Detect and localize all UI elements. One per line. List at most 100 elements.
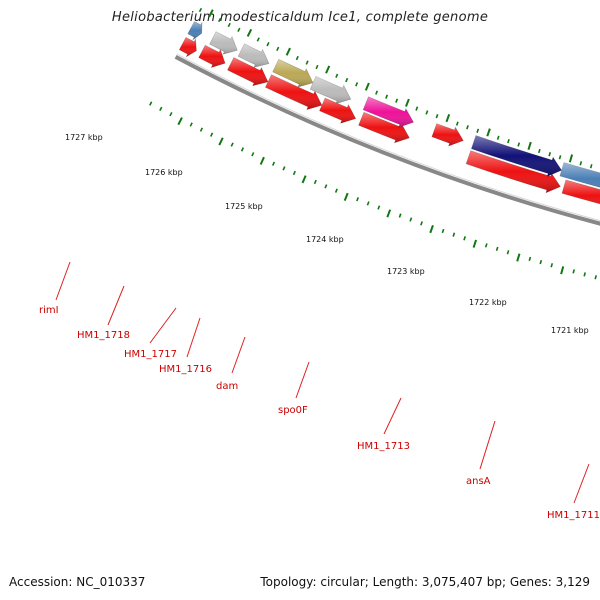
scale-ticks xyxy=(149,7,598,280)
scale-label: 1721 kbp xyxy=(551,326,589,335)
gene-track xyxy=(178,21,600,205)
gene-label: ansA xyxy=(466,476,491,487)
scale-tick xyxy=(441,228,445,234)
gene-label: HM1_1713 xyxy=(357,441,410,452)
gene-shade xyxy=(227,57,268,86)
inner-tick xyxy=(256,37,260,42)
genome-stats-text: Topology: circular; Length: 3,075,407 bp… xyxy=(260,575,590,589)
scale-tick xyxy=(452,232,456,237)
scale-tick xyxy=(429,224,434,234)
gene-shade xyxy=(209,31,238,55)
scale-tick xyxy=(572,269,575,274)
inner-tick xyxy=(335,73,339,78)
inner-tick xyxy=(345,77,349,83)
inner-tick xyxy=(527,141,532,150)
scale-tick xyxy=(199,127,204,132)
gene-shade xyxy=(238,43,269,68)
inner-tick xyxy=(486,128,491,137)
inner-tick xyxy=(405,98,410,107)
gene-shade xyxy=(310,76,351,104)
gene-shade xyxy=(265,74,322,110)
inner-tick xyxy=(325,65,331,74)
gene-shade xyxy=(471,135,562,177)
gene-label: HM1_1716 xyxy=(159,364,212,375)
inner-tick xyxy=(315,64,319,70)
scale-tick xyxy=(259,156,265,165)
scale-tick xyxy=(386,209,392,218)
scale-tick xyxy=(583,272,586,277)
scale-tick xyxy=(539,259,543,265)
scale-tick xyxy=(594,275,598,280)
inner-tick xyxy=(395,98,399,103)
scale-tick xyxy=(356,197,360,202)
gene-shade xyxy=(363,96,414,128)
label-leader xyxy=(149,307,177,344)
inner-tick xyxy=(466,125,469,130)
scale-tick xyxy=(301,175,307,184)
scale-label: 1726 kbp xyxy=(145,168,183,177)
scale-tick xyxy=(334,188,338,193)
scale-tick xyxy=(484,243,488,248)
scale-tick xyxy=(251,152,255,157)
scale-tick xyxy=(528,256,532,262)
gene-label: spo0F xyxy=(278,405,308,416)
gene-shade xyxy=(466,150,561,193)
gene-shade xyxy=(431,123,464,146)
accession-text: Accession: NC_010337 xyxy=(9,575,146,589)
scale-tick xyxy=(560,266,565,275)
scale-label: 1722 kbp xyxy=(469,298,507,307)
gene-shade xyxy=(559,162,600,188)
scale-tick xyxy=(177,117,183,126)
scale-label: 1727 kbp xyxy=(65,133,103,142)
inner-tick xyxy=(364,82,370,91)
label-leader xyxy=(231,336,246,374)
gene-shade xyxy=(187,21,203,40)
gene-shade xyxy=(198,45,226,68)
gene-label: dam xyxy=(216,381,238,392)
inner-tick xyxy=(517,142,521,147)
scale-tick xyxy=(472,239,478,248)
scale-label: 1723 kbp xyxy=(387,267,425,276)
label-leader xyxy=(479,420,496,470)
gene-shade xyxy=(358,112,410,143)
genome-backbone xyxy=(174,53,600,226)
gene-label: rimI xyxy=(39,305,59,316)
scale-tick xyxy=(240,147,245,152)
map-title: Heliobacterium modesticaldum Ice1, compl… xyxy=(111,10,489,25)
backbone-highlight xyxy=(176,53,600,221)
scale-tick xyxy=(189,122,193,127)
scale-tick xyxy=(398,213,402,218)
scale-tick xyxy=(366,201,370,206)
scale-tick xyxy=(506,250,510,255)
scale-tick xyxy=(324,184,328,189)
inner-tick xyxy=(568,154,574,163)
inner-tick xyxy=(415,106,419,111)
scale-tick xyxy=(218,137,224,146)
gene-shade xyxy=(562,179,600,204)
backbone-outer xyxy=(174,55,600,226)
scale-tick xyxy=(409,217,413,222)
scale-tick xyxy=(292,170,296,176)
label-leader xyxy=(55,261,71,301)
inner-tick xyxy=(445,113,451,123)
inner-tick xyxy=(589,164,593,169)
scale-tick xyxy=(149,101,153,106)
gene-shade xyxy=(179,37,197,57)
inner-tick xyxy=(579,161,583,166)
scale-tick xyxy=(463,236,467,241)
scale-tick xyxy=(159,106,163,112)
scale-label: 1724 kbp xyxy=(306,235,344,244)
inner-tick xyxy=(385,94,389,99)
inner-tick xyxy=(227,22,231,28)
inner-tick xyxy=(355,82,359,87)
gene-shade xyxy=(272,59,313,87)
gene-shade xyxy=(319,98,356,124)
scale-tick xyxy=(550,263,554,268)
scale-tick xyxy=(282,166,286,171)
inner-tick xyxy=(285,47,291,56)
scale-labels: 1727 kbp 1726 kbp 1725 kbp 1724 kbp 1723 kbp… xyxy=(65,133,589,335)
inner-tick xyxy=(305,60,309,65)
scale-tick xyxy=(210,132,214,137)
